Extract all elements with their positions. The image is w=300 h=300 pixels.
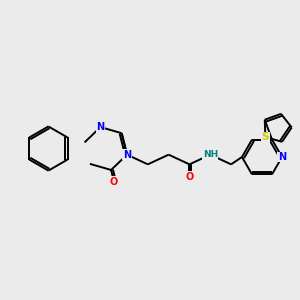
Text: N: N (123, 150, 131, 160)
Text: NH: NH (202, 150, 218, 159)
Text: N: N (96, 122, 104, 132)
Text: O: O (185, 172, 194, 182)
Text: O: O (110, 177, 118, 187)
Text: S: S (262, 132, 269, 142)
Text: N: N (278, 152, 286, 162)
